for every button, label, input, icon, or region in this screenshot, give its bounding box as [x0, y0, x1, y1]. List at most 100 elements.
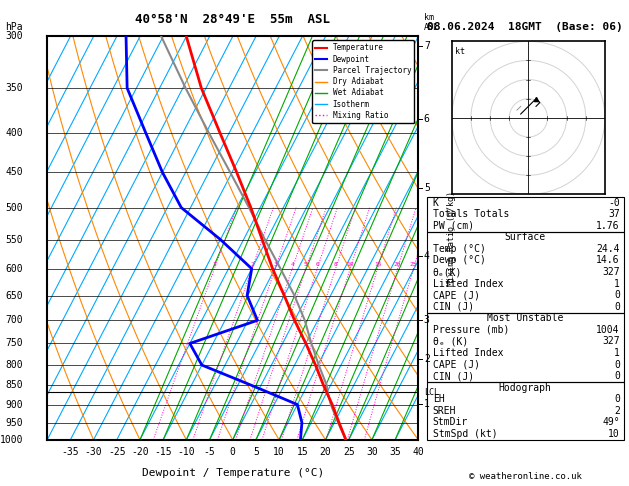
Text: K: K	[433, 198, 438, 208]
Text: 10: 10	[273, 447, 285, 457]
Text: 3: 3	[424, 315, 430, 325]
Text: -30: -30	[85, 447, 103, 457]
Text: Lifted Index: Lifted Index	[433, 278, 503, 289]
Text: 35: 35	[389, 447, 401, 457]
Text: 1.76: 1.76	[596, 221, 620, 231]
Text: 327: 327	[602, 267, 620, 277]
Text: StmSpd (kt): StmSpd (kt)	[433, 429, 498, 439]
Text: Totals Totals: Totals Totals	[433, 209, 509, 219]
Text: CAPE (J): CAPE (J)	[433, 360, 480, 370]
Text: -35: -35	[62, 447, 79, 457]
Text: 500: 500	[6, 203, 23, 212]
Text: © weatheronline.co.uk: © weatheronline.co.uk	[469, 472, 582, 481]
Text: CIN (J): CIN (J)	[433, 371, 474, 381]
Text: 0: 0	[230, 447, 236, 457]
Text: SREH: SREH	[433, 406, 456, 416]
Text: 5: 5	[424, 183, 430, 193]
Text: 450: 450	[6, 167, 23, 177]
Text: 5: 5	[253, 447, 259, 457]
Text: -0: -0	[608, 198, 620, 208]
Text: Dewp (°C): Dewp (°C)	[433, 256, 486, 265]
Text: 40: 40	[413, 447, 424, 457]
Text: 08.06.2024  18GMT  (Base: 06): 08.06.2024 18GMT (Base: 06)	[427, 21, 623, 32]
Text: 37: 37	[608, 209, 620, 219]
Text: 1: 1	[213, 262, 216, 267]
Text: hPa: hPa	[6, 21, 23, 32]
Text: 30: 30	[366, 447, 378, 457]
Text: 0: 0	[614, 394, 620, 404]
Text: Most Unstable: Most Unstable	[487, 313, 564, 323]
Text: 7: 7	[424, 41, 430, 52]
Text: 2: 2	[250, 262, 253, 267]
Text: 1: 1	[614, 348, 620, 358]
Text: -25: -25	[108, 447, 126, 457]
Text: 8: 8	[334, 262, 337, 267]
Text: 25: 25	[343, 447, 355, 457]
Text: -10: -10	[177, 447, 195, 457]
Text: -20: -20	[131, 447, 149, 457]
Text: 900: 900	[6, 399, 23, 410]
Text: 40°58'N  28°49'E  55m  ASL: 40°58'N 28°49'E 55m ASL	[135, 14, 330, 26]
Text: 20: 20	[320, 447, 331, 457]
Text: 15: 15	[374, 262, 381, 267]
Text: Dewpoint / Temperature (°C): Dewpoint / Temperature (°C)	[142, 468, 324, 478]
Text: 600: 600	[6, 264, 23, 274]
Text: km
ASL: km ASL	[424, 13, 439, 32]
Text: -5: -5	[204, 447, 215, 457]
Text: 14.6: 14.6	[596, 256, 620, 265]
Text: 850: 850	[6, 381, 23, 390]
Text: 300: 300	[6, 32, 23, 41]
Text: LCL: LCL	[424, 388, 439, 397]
Text: 24.4: 24.4	[596, 244, 620, 254]
Text: 1004: 1004	[596, 325, 620, 335]
Text: 10: 10	[347, 262, 354, 267]
Bar	[426, 382, 624, 440]
Text: -15: -15	[154, 447, 172, 457]
Text: Surface: Surface	[504, 232, 546, 243]
Text: 550: 550	[6, 235, 23, 244]
Text: 400: 400	[6, 128, 23, 138]
Text: 750: 750	[6, 338, 23, 348]
Text: Mixing Ratio (g/kg): Mixing Ratio (g/kg)	[447, 191, 456, 286]
Text: EH: EH	[433, 394, 444, 404]
Text: Pressure (mb): Pressure (mb)	[433, 325, 509, 335]
Text: 800: 800	[6, 360, 23, 370]
Text: 2: 2	[424, 354, 430, 364]
Text: 0: 0	[614, 302, 620, 312]
Text: 950: 950	[6, 417, 23, 428]
Text: 49°: 49°	[602, 417, 620, 428]
Text: 0: 0	[614, 371, 620, 381]
Text: 5: 5	[304, 262, 308, 267]
Text: 700: 700	[6, 315, 23, 325]
Text: 650: 650	[6, 291, 23, 300]
Text: PW (cm): PW (cm)	[433, 221, 474, 231]
Text: 350: 350	[6, 83, 23, 93]
Text: 6: 6	[424, 114, 430, 124]
Text: 15: 15	[296, 447, 308, 457]
Text: 4: 4	[291, 262, 294, 267]
Text: 20: 20	[394, 262, 401, 267]
Legend: Temperature, Dewpoint, Parcel Trajectory, Dry Adiabat, Wet Adiabat, Isotherm, Mi: Temperature, Dewpoint, Parcel Trajectory…	[312, 40, 415, 123]
Text: Lifted Index: Lifted Index	[433, 348, 503, 358]
Text: 0: 0	[614, 290, 620, 300]
Text: Hodograph: Hodograph	[499, 383, 552, 393]
Text: 1: 1	[424, 399, 430, 409]
Text: 6: 6	[315, 262, 319, 267]
Text: 2: 2	[614, 406, 620, 416]
Text: StmDir: StmDir	[433, 417, 468, 428]
Text: CIN (J): CIN (J)	[433, 302, 474, 312]
Text: 0: 0	[614, 360, 620, 370]
Text: θₑ (K): θₑ (K)	[433, 336, 468, 347]
Text: 1000: 1000	[0, 435, 23, 445]
Text: 1: 1	[614, 278, 620, 289]
Text: 327: 327	[602, 336, 620, 347]
Text: 4: 4	[424, 251, 430, 261]
Text: 10: 10	[608, 429, 620, 439]
Text: CAPE (J): CAPE (J)	[433, 290, 480, 300]
Bar	[426, 197, 624, 231]
Bar	[426, 231, 624, 312]
Text: 25: 25	[409, 262, 417, 267]
Text: θₑ(K): θₑ(K)	[433, 267, 462, 277]
Text: kt: kt	[455, 48, 465, 56]
Text: 3: 3	[273, 262, 277, 267]
